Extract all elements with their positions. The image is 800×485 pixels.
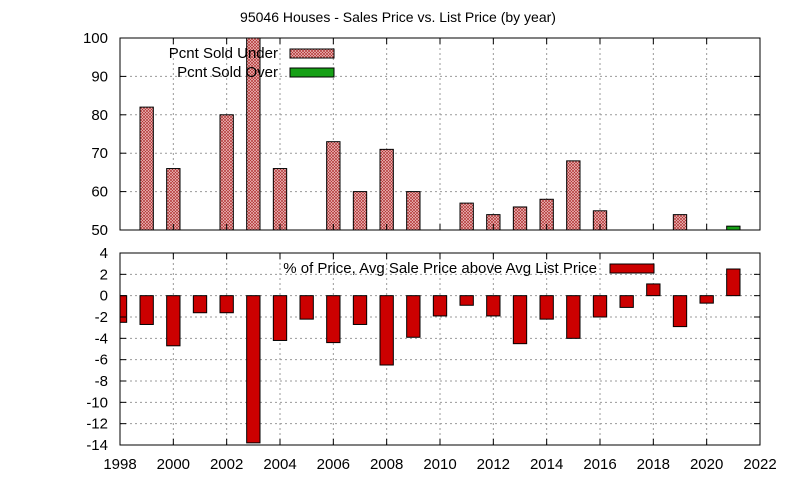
bar-sold-under-2019 <box>672 214 688 230</box>
legend-label-sold-under: Pcnt Sold Under <box>169 45 278 62</box>
chart-title: 95046 Houses - Sales Price vs. List Pric… <box>240 9 556 25</box>
bar-avg-diff-2002 <box>219 295 234 314</box>
y-tick-label: 70 <box>91 145 108 162</box>
x-tick-label: 2018 <box>637 456 670 473</box>
x-tick-label: 2022 <box>743 456 776 473</box>
y-tick-label: -12 <box>86 416 108 433</box>
bar-avg-diff-2021 <box>726 268 741 297</box>
bar-sold-under-2007 <box>352 191 368 230</box>
bar-sold-under-2009 <box>406 191 421 230</box>
y-tick-label: -6 <box>95 352 108 369</box>
bar-avg-diff-2016 <box>592 295 608 318</box>
x-tick-label: 2004 <box>263 456 296 473</box>
y-tick-label: -4 <box>95 330 108 347</box>
y-tick-label: 2 <box>100 266 108 283</box>
x-tick-label: 2008 <box>370 456 403 473</box>
bar-avg-diff-2012 <box>486 295 501 317</box>
bar-avg-diff-2010 <box>432 295 448 317</box>
x-tick-label: 2012 <box>477 456 510 473</box>
y-tick-label: 60 <box>91 184 108 201</box>
legend-swatch-avg-diff <box>609 263 655 274</box>
bar-sold-under-1999 <box>139 106 154 230</box>
y-tick-label: -2 <box>95 309 108 326</box>
bar-sold-under-2013 <box>512 206 528 230</box>
bar-avg-diff-2006 <box>326 295 341 344</box>
bars-group <box>120 268 741 444</box>
bar-avg-diff-2008 <box>379 295 394 366</box>
x-tick-label: 2010 <box>423 456 456 473</box>
y-tick-label: 90 <box>91 68 108 85</box>
bar-sold-under-2002 <box>219 114 234 230</box>
legend-swatch-sold-over <box>289 67 335 78</box>
x-tick-label: 2000 <box>157 456 190 473</box>
bar-avg-diff-2018 <box>646 283 661 297</box>
bar-avg-diff-2001 <box>192 295 208 314</box>
bar-avg-diff-2014 <box>539 295 554 320</box>
bars-group <box>139 38 741 230</box>
x-tick-label: 2014 <box>530 456 563 473</box>
x-tick-label: 2020 <box>690 456 723 473</box>
x-tick-label: 2006 <box>317 456 350 473</box>
legend-swatch-sold-under <box>289 48 335 59</box>
bar-avg-diff-2013 <box>512 295 528 345</box>
bar-sold-under-2016 <box>592 210 608 230</box>
bar-sold-over-2021 <box>726 225 741 230</box>
x-tick-label: 2016 <box>583 456 616 473</box>
bar-avg-diff-2005 <box>299 295 314 320</box>
y-tick-label: 0 <box>100 288 108 305</box>
bar-avg-diff-2019 <box>672 295 688 328</box>
bar-avg-diff-2017 <box>619 295 634 308</box>
bar-avg-diff-2004 <box>272 295 288 341</box>
y-tick-label: 100 <box>83 30 108 47</box>
y-tick-label: 4 <box>100 245 108 262</box>
top-panel: 50 60 70 80 90 100 Pcnt Sold Under Pcnt Sold Ov… <box>83 30 761 239</box>
bottom-panel: -14 -12 -10 -8 -6 -4 -2 0 2 4 1998 2000 2002 2004 2006… <box>86 245 776 473</box>
y-tick-label: -10 <box>86 394 108 411</box>
bar-avg-diff-2007 <box>352 295 368 325</box>
y-tick-label: 50 <box>91 222 108 239</box>
bar-avg-diff-2000 <box>166 295 181 347</box>
bar-avg-diff-2009 <box>406 295 421 338</box>
y-tick-label: -14 <box>86 437 108 454</box>
bar-sold-under-2004 <box>272 168 288 230</box>
bar-avg-diff-2011 <box>459 295 474 306</box>
bar-sold-under-2003 <box>246 38 261 230</box>
bar-sold-under-2006 <box>326 141 341 230</box>
bar-avg-diff-2020 <box>699 295 714 304</box>
legend-label-avg-diff: % of Price, Avg Sale Price above Avg Lis… <box>283 260 597 277</box>
bar-sold-under-2008 <box>379 148 394 230</box>
x-tick-label: 2002 <box>210 456 243 473</box>
bar-sold-under-2000 <box>166 168 181 230</box>
y-tick-label: -8 <box>95 373 108 390</box>
bar-avg-diff-2003 <box>246 295 261 444</box>
bar-sold-under-2011 <box>459 202 474 230</box>
bar-avg-diff-2015 <box>566 295 581 339</box>
bar-sold-under-2015 <box>566 160 581 230</box>
y-tick-label: 80 <box>91 107 108 124</box>
legend-label-sold-over: Pcnt Sold Over <box>177 64 278 81</box>
bar-avg-diff-1999 <box>139 295 154 325</box>
x-tick-label: 1998 <box>103 456 136 473</box>
